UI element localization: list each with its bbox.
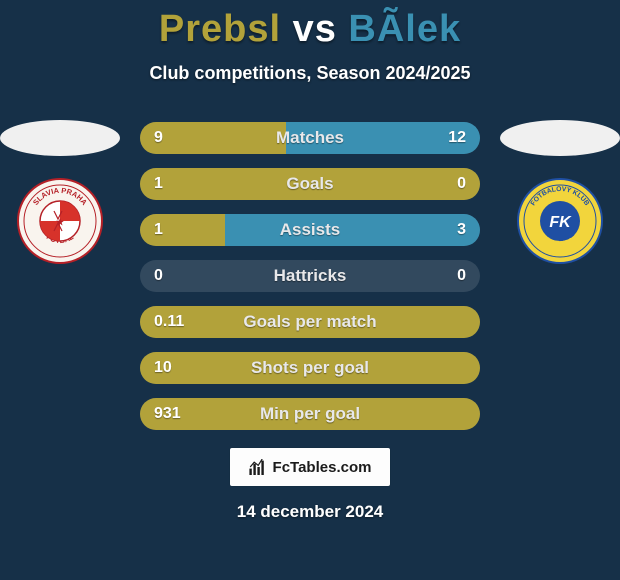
- shadow-ellipse-left: [0, 120, 120, 156]
- footer-brand-text: FcTables.com: [273, 459, 372, 476]
- stat-label: Goals: [140, 168, 480, 200]
- title-vs: vs: [293, 8, 337, 50]
- page-title: Prebsl vs BÃlek: [0, 0, 620, 51]
- bars-icon: [249, 459, 269, 475]
- stat-label: Hattricks: [140, 260, 480, 292]
- stat-label: Goals per match: [140, 306, 480, 338]
- team-logo-right: FOTBALOVÝ KLUB TEPLICE FK: [500, 120, 620, 264]
- badge-left-slavia: SLAVIA PRAHA FOTBAL ★: [10, 178, 110, 264]
- footer-date: 14 december 2024: [0, 502, 620, 522]
- title-player1: Prebsl: [159, 8, 281, 50]
- stat-row: 931Min per goal: [140, 398, 480, 430]
- svg-text:★: ★: [56, 217, 65, 227]
- stat-label: Shots per goal: [140, 352, 480, 384]
- stat-row: 912Matches: [140, 122, 480, 154]
- stat-row: 10Goals: [140, 168, 480, 200]
- subtitle: Club competitions, Season 2024/2025: [0, 63, 620, 84]
- footer-brand: FcTables.com: [230, 448, 390, 486]
- team-logo-left: SLAVIA PRAHA FOTBAL ★: [0, 120, 120, 264]
- svg-text:FK: FK: [549, 214, 572, 231]
- stat-row: 00Hattricks: [140, 260, 480, 292]
- shadow-ellipse-right: [500, 120, 620, 156]
- title-player2: BÃlek: [348, 8, 461, 50]
- stat-label: Assists: [140, 214, 480, 246]
- stat-row: 10Shots per goal: [140, 352, 480, 384]
- badge-right-teplice: FOTBALOVÝ KLUB TEPLICE FK: [510, 178, 610, 264]
- stat-label: Min per goal: [140, 398, 480, 430]
- stat-label: Matches: [140, 122, 480, 154]
- comparison-card: Prebsl vs BÃlek Club competitions, Seaso…: [0, 0, 620, 580]
- stat-row: 13Assists: [140, 214, 480, 246]
- stat-row: 0.11Goals per match: [140, 306, 480, 338]
- stats-block: 912Matches 10Goals 13Assists 00Hattricks 0.1…: [140, 122, 480, 444]
